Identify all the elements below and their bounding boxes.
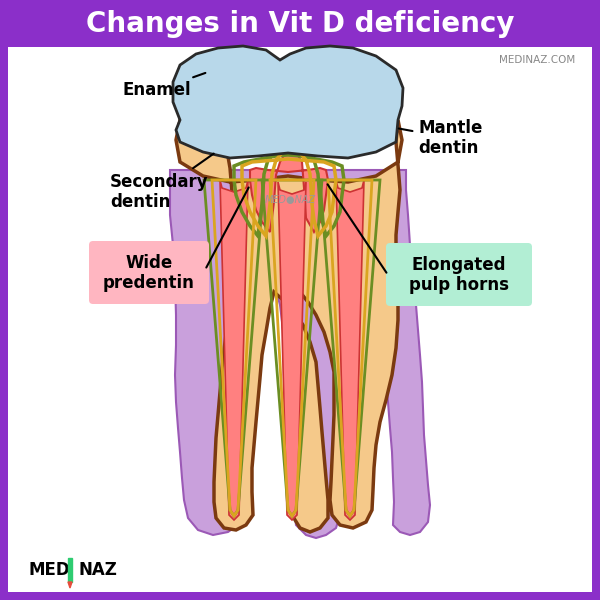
Text: Secondary
dentin: Secondary dentin xyxy=(110,154,214,211)
Text: Elongated
pulp horns: Elongated pulp horns xyxy=(409,256,509,295)
Polygon shape xyxy=(176,120,402,532)
Polygon shape xyxy=(336,180,364,520)
Polygon shape xyxy=(68,558,72,582)
Polygon shape xyxy=(278,182,306,520)
Polygon shape xyxy=(68,582,72,588)
Polygon shape xyxy=(170,170,430,538)
Bar xyxy=(8,0,592,47)
Polygon shape xyxy=(173,46,403,158)
Text: NAZ: NAZ xyxy=(78,561,117,579)
Polygon shape xyxy=(250,148,328,232)
Polygon shape xyxy=(220,180,248,520)
Text: MED: MED xyxy=(28,561,70,579)
Text: Changes in Vit D deficiency: Changes in Vit D deficiency xyxy=(86,10,514,38)
Text: Mantle
dentin: Mantle dentin xyxy=(399,119,482,157)
Text: MED●NAZ: MED●NAZ xyxy=(265,195,316,205)
Text: Wide
predentin: Wide predentin xyxy=(103,254,195,292)
FancyBboxPatch shape xyxy=(386,243,532,306)
Text: MEDINAZ.COM: MEDINAZ.COM xyxy=(499,55,575,65)
FancyBboxPatch shape xyxy=(89,241,209,304)
Text: Enamel: Enamel xyxy=(123,73,205,99)
